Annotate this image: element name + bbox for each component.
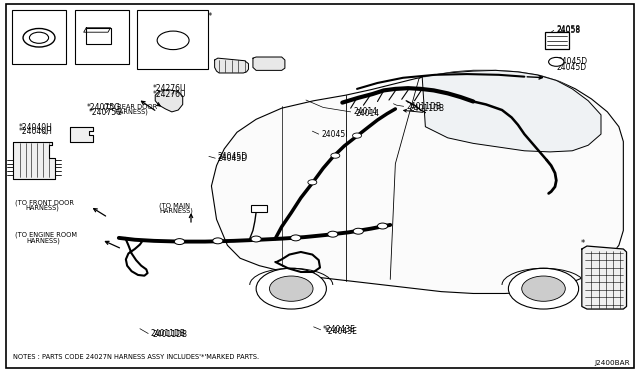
Text: 24058: 24058: [556, 26, 580, 35]
Polygon shape: [13, 141, 55, 179]
Text: 24045I: 24045I: [321, 129, 348, 139]
Text: 24011DB: 24011DB: [406, 102, 441, 111]
Text: 24014: 24014: [355, 109, 380, 118]
Text: 24011DB: 24011DB: [153, 330, 188, 340]
Text: *: *: [580, 239, 585, 248]
Text: HARNESS): HARNESS): [25, 205, 59, 212]
Text: HARNESS): HARNESS): [26, 238, 60, 244]
Text: *24043E: *24043E: [323, 325, 356, 334]
Text: *24043E: *24043E: [325, 327, 358, 336]
Text: φ30: φ30: [189, 39, 202, 44]
Circle shape: [353, 228, 364, 234]
Circle shape: [308, 180, 317, 185]
Bar: [545, 32, 569, 49]
Text: 24045D: 24045D: [218, 154, 248, 163]
Text: *24075G: *24075G: [87, 103, 121, 112]
Bar: [12, 10, 67, 64]
Bar: [138, 10, 207, 69]
Text: *: *: [207, 12, 212, 21]
Circle shape: [378, 223, 388, 229]
Circle shape: [548, 57, 564, 66]
Polygon shape: [156, 90, 182, 112]
Text: (TO FRONT DOOR: (TO FRONT DOOR: [15, 199, 74, 206]
Circle shape: [157, 31, 189, 49]
Circle shape: [353, 133, 362, 138]
Text: HARNESS): HARNESS): [159, 208, 193, 214]
Text: 24045D: 24045D: [557, 57, 588, 66]
Circle shape: [174, 238, 184, 244]
Polygon shape: [253, 57, 285, 70]
Text: *24075G: *24075G: [89, 108, 123, 117]
Circle shape: [29, 32, 49, 43]
Circle shape: [328, 231, 338, 237]
Text: *24276U: *24276U: [153, 84, 186, 93]
Polygon shape: [214, 58, 248, 73]
Text: 24045D: 24045D: [218, 152, 248, 161]
Text: (COVER HOLE): (COVER HOLE): [150, 58, 195, 62]
Text: 64899B: 64899B: [88, 17, 115, 23]
Text: 24269Z: 24269Z: [159, 17, 186, 23]
Text: 24014: 24014: [353, 108, 378, 116]
Circle shape: [212, 238, 223, 244]
Text: (PLUG): (PLUG): [29, 52, 50, 57]
Text: 24058: 24058: [556, 25, 580, 34]
Text: *24040H: *24040H: [19, 123, 52, 132]
Text: 24045D: 24045D: [556, 63, 586, 72]
Circle shape: [269, 276, 313, 301]
Circle shape: [508, 268, 579, 309]
Bar: [75, 10, 129, 64]
Circle shape: [256, 268, 326, 309]
Polygon shape: [211, 70, 623, 294]
Text: HARNESS): HARNESS): [115, 109, 148, 115]
Circle shape: [291, 235, 301, 241]
Text: (TO MAIN: (TO MAIN: [159, 202, 190, 209]
Text: (TO REAR DOOR: (TO REAR DOOR: [103, 103, 157, 110]
Circle shape: [522, 276, 565, 301]
Text: 24011DB: 24011DB: [410, 104, 444, 113]
Text: (TO ENGINE ROOM: (TO ENGINE ROOM: [15, 232, 77, 238]
Bar: [86, 28, 111, 44]
Text: 24011DB: 24011DB: [151, 329, 186, 338]
Polygon shape: [422, 70, 601, 152]
Text: J2400BAR: J2400BAR: [594, 360, 630, 366]
Text: NOTES : PARTS CODE 24027N HARNESS ASSY INCLUDES'*'MARKED PARTS.: NOTES : PARTS CODE 24027N HARNESS ASSY I…: [13, 354, 260, 360]
Polygon shape: [582, 246, 627, 309]
Circle shape: [23, 29, 55, 47]
Circle shape: [331, 153, 340, 158]
Text: 24045Q: 24045Q: [26, 17, 53, 23]
Text: *24040H: *24040H: [19, 126, 52, 136]
Text: *24276U: *24276U: [153, 90, 186, 99]
Circle shape: [251, 236, 261, 242]
Polygon shape: [70, 127, 93, 142]
Bar: [251, 205, 267, 212]
